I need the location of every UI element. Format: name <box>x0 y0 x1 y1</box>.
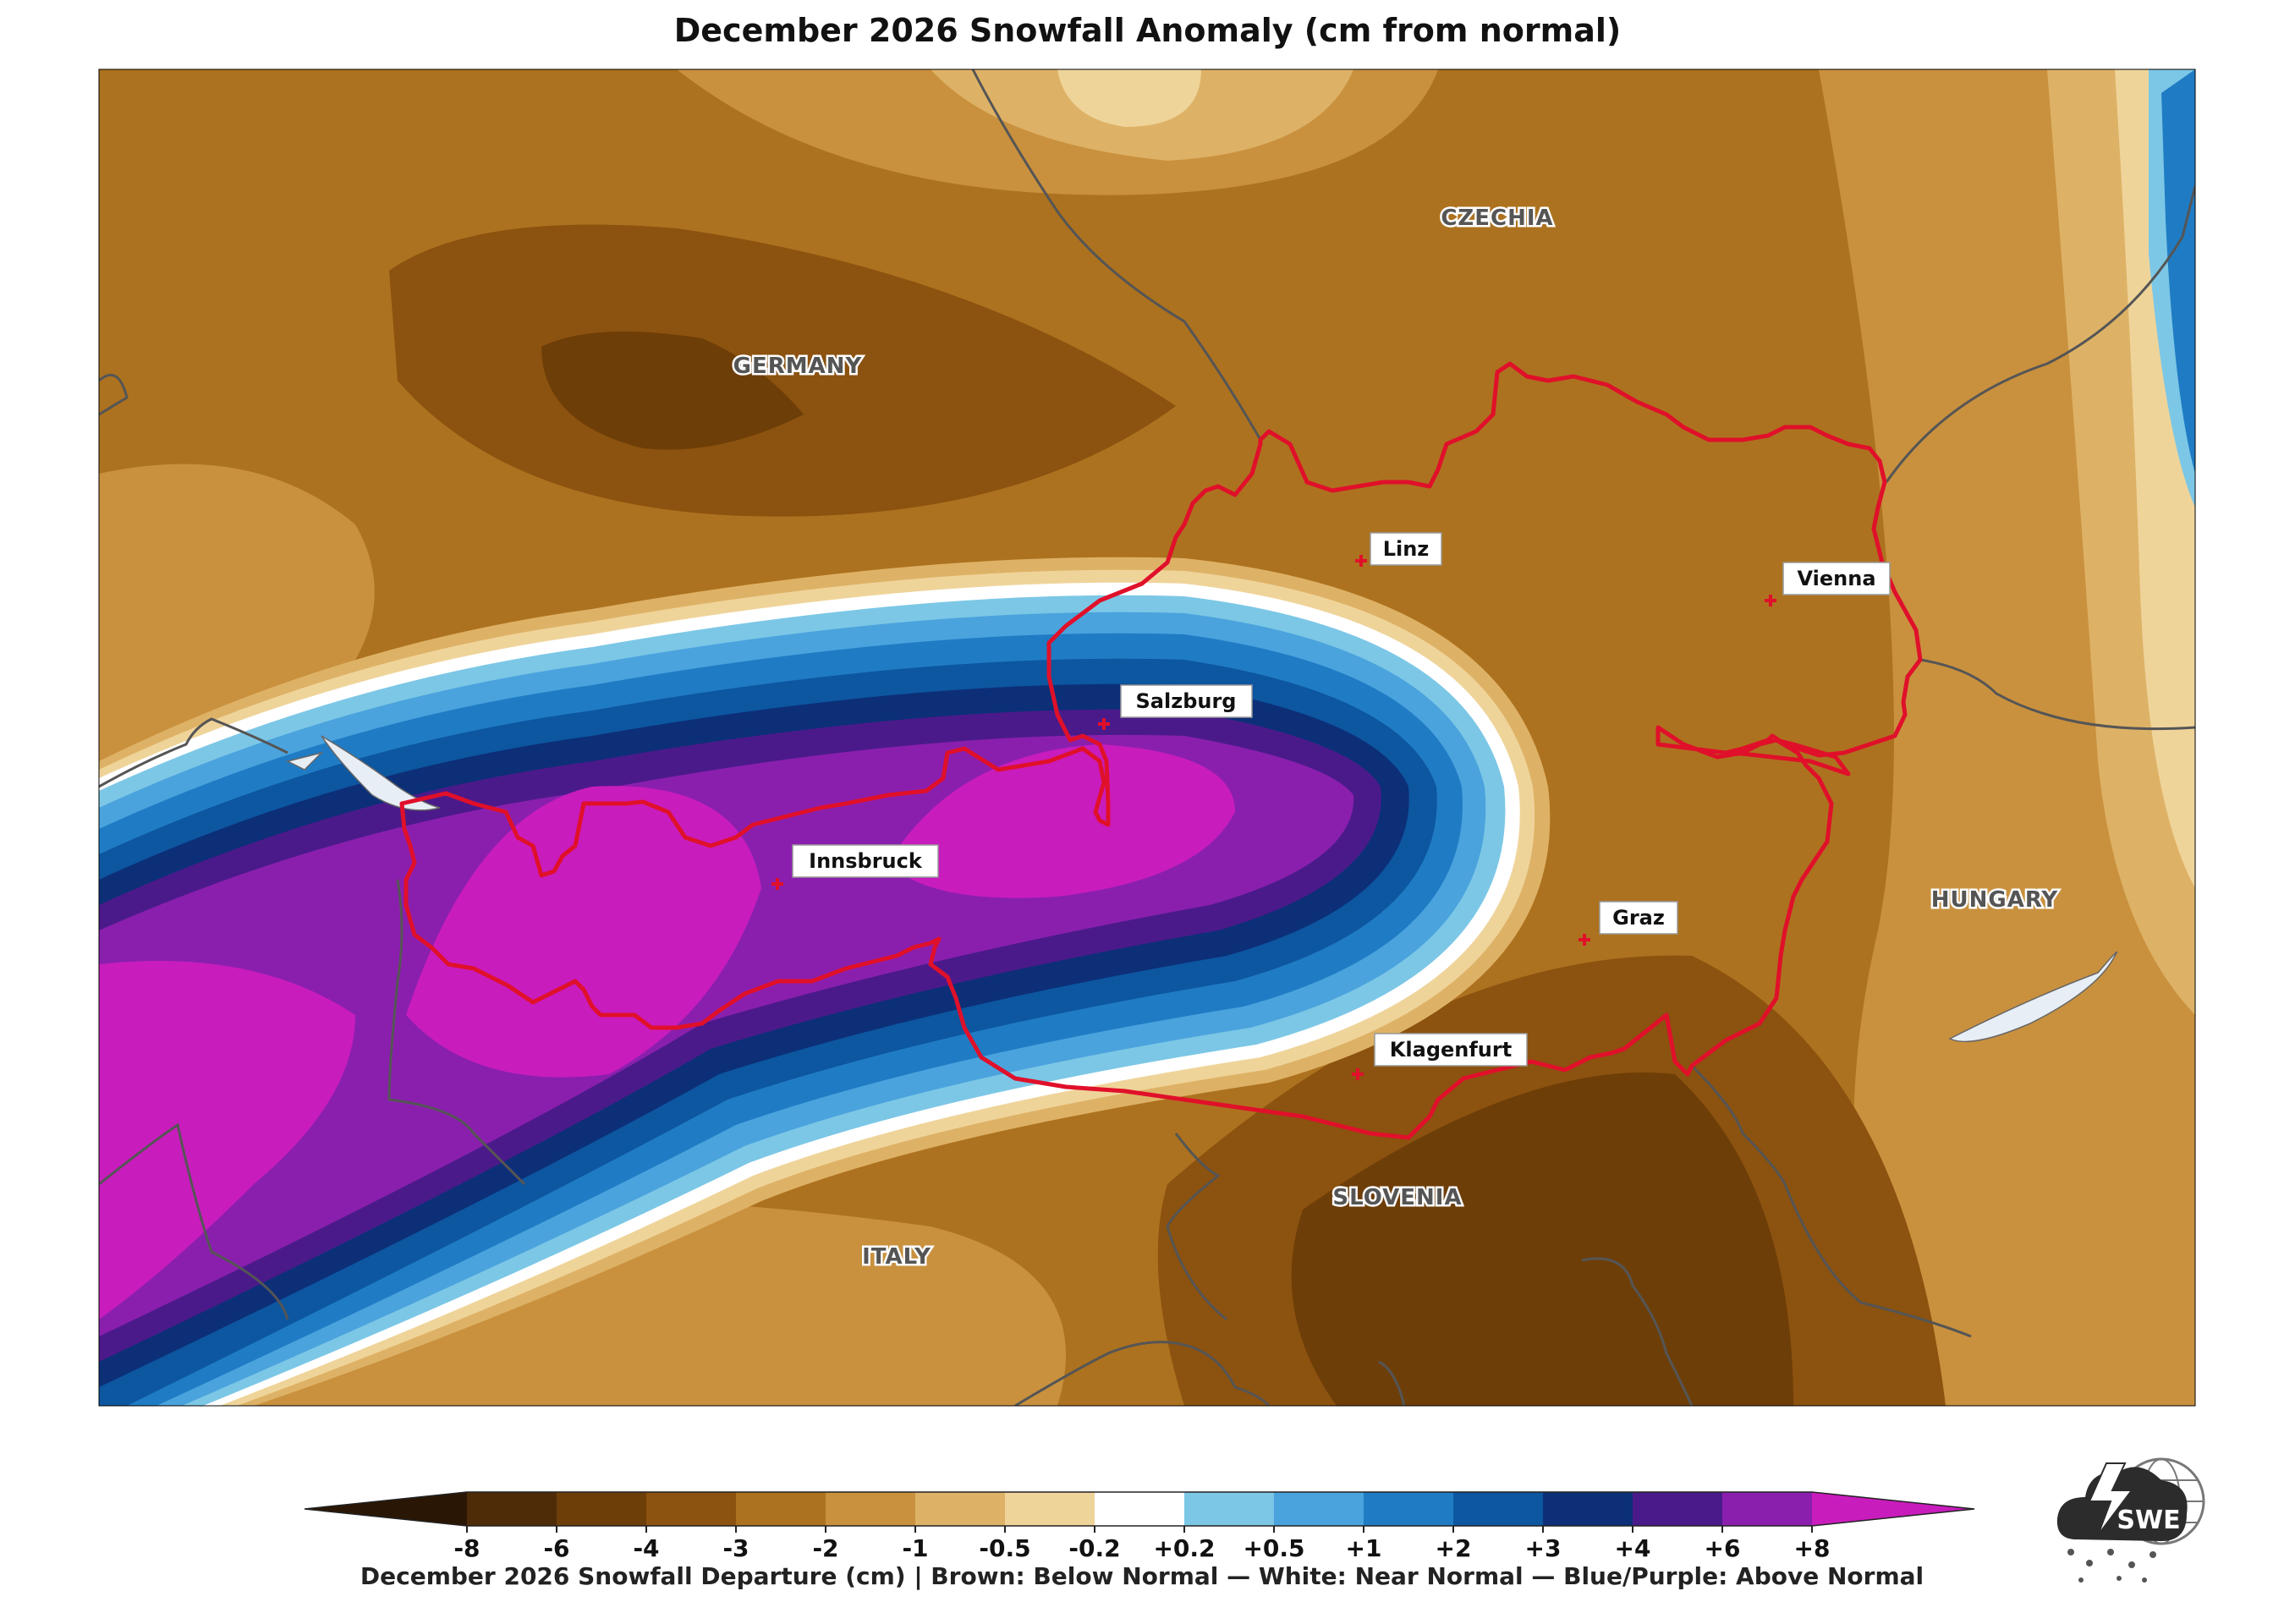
colorbar-segment <box>826 1492 915 1526</box>
city-marker-icon <box>1578 934 1590 946</box>
city-label-linz: Linz <box>1383 537 1430 561</box>
contour-plus-eight-west <box>99 961 355 1320</box>
city-marker-icon <box>1098 718 1110 730</box>
colorbar-tick-label: +4 <box>1615 1534 1651 1562</box>
border-italy-slovenia <box>1166 1133 1227 1321</box>
city-label-graz: Graz <box>1612 906 1665 930</box>
colorbar-segment <box>736 1492 826 1526</box>
city-marker-icon <box>1765 595 1776 606</box>
colorbar-tick-label: +6 <box>1705 1534 1741 1562</box>
colorbar-segment <box>557 1492 646 1526</box>
contour-north-lightest <box>1057 69 1201 127</box>
colorbar-tick-label: -6 <box>543 1534 569 1562</box>
city-vienna: Vienna <box>1765 562 1891 606</box>
snowflake-dots-icon <box>2067 1549 2156 1583</box>
colorbar-segment <box>915 1492 1005 1526</box>
city-linz: Linz <box>1355 532 1442 567</box>
city-markers: Linz Vienna Salzburg Innsbruck Graz Klag… <box>771 532 1891 1080</box>
colorbar-segment <box>1095 1492 1184 1526</box>
colorbar-segment <box>1543 1492 1633 1526</box>
colorbar-arrow-max <box>1812 1492 1974 1526</box>
lake-balaton-icon <box>1948 951 2118 1043</box>
city-label-box <box>1120 684 1253 718</box>
city-label-box <box>1370 532 1442 566</box>
austria-border <box>399 361 1923 1140</box>
city-salzburg: Salzburg <box>1098 684 1253 730</box>
colorbar-tick-label: -3 <box>722 1534 749 1562</box>
border-hungary-slovakia <box>1919 658 2195 731</box>
colorbar-segment <box>1274 1492 1364 1526</box>
map-title: December 2026 Snowfall Anomaly (cm from … <box>673 12 1622 49</box>
city-label-salzburg: Salzburg <box>1136 689 1237 713</box>
colorbar-segment <box>1453 1492 1543 1526</box>
contour-plus-eight-tyrol <box>406 786 761 1078</box>
colorbar-tick-label: +2 <box>1436 1534 1472 1562</box>
contour-germany-core <box>541 332 804 450</box>
lightning-icon <box>2088 1462 2134 1536</box>
city-innsbruck: Innsbruck <box>771 844 939 890</box>
lake-constance-icon <box>285 735 441 811</box>
colorbar-caption: December 2026 Snowfall Departure (cm) | … <box>360 1562 1924 1590</box>
city-marker-icon <box>1355 555 1367 567</box>
colorbar-segment <box>1633 1492 1722 1526</box>
city-label-box <box>792 844 939 878</box>
country-label-hungary: HUNGARY <box>1931 887 2059 913</box>
contour-slovenia-core <box>1291 1073 1793 1406</box>
colorbar-tick-label: -1 <box>902 1534 928 1562</box>
logo-text: SWE <box>2117 1506 2180 1535</box>
colorbar-segment <box>1364 1492 1453 1526</box>
city-label-innsbruck: Innsbruck <box>809 849 923 873</box>
colorbar-segment <box>1184 1492 1274 1526</box>
country-label-slovenia: SLOVENIA <box>1332 1185 1462 1210</box>
country-label-czechia: CZECHIA <box>1441 206 1553 231</box>
city-label-klagenfurt: Klagenfurt <box>1390 1038 1512 1062</box>
contour-germany-low <box>389 224 1176 517</box>
colorbar-tick-label: -0.5 <box>979 1534 1030 1562</box>
city-klagenfurt: Klagenfurt <box>1352 1033 1528 1080</box>
colorbar: -8 -6 -4 -3 -2 -1 -0.5 -0.2 +0.2 +0.5 +1 +2 +3 +4 +6 +8 <box>304 1491 1975 1562</box>
border-slovenia-croatia <box>1690 1064 1972 1338</box>
city-graz: Graz <box>1578 901 1678 946</box>
colorbar-arrow-min <box>305 1492 467 1526</box>
border-germany-switzerland <box>99 717 288 788</box>
colorbar-tick-label: +0.5 <box>1243 1534 1304 1562</box>
city-marker-icon <box>771 878 783 890</box>
colorbar-tick-label: -4 <box>633 1534 659 1562</box>
city-label-box <box>1599 901 1678 935</box>
colorbar-tick-label: +8 <box>1794 1534 1831 1562</box>
colorbar-segment <box>646 1492 736 1526</box>
city-label-vienna: Vienna <box>1797 567 1875 590</box>
colorbar-tick-label: -8 <box>453 1534 480 1562</box>
anomaly-contours <box>99 69 2195 1406</box>
map-frame <box>98 69 2196 1407</box>
country-label-germany: GERMANY <box>733 354 863 379</box>
colorbar-tick-label: -0.2 <box>1068 1534 1120 1562</box>
city-marker-icon <box>1352 1068 1364 1080</box>
colorbar-tick-label: -2 <box>812 1534 838 1562</box>
border-switzerland-italy <box>387 879 526 1186</box>
colorbar-tick-label: +1 <box>1346 1534 1382 1562</box>
border-croatia-coast <box>1378 1360 1406 1406</box>
country-labels: GERMANY CZECHIA HUNGARY SLOVENIA ITALY <box>731 204 2060 1272</box>
contour-plus-eight-salzburg <box>888 744 1235 898</box>
contour-east-blue-core <box>2161 69 2195 474</box>
border-istria <box>1014 1341 1271 1406</box>
colorbar-tick-label: +0.2 <box>1153 1534 1215 1562</box>
swe-logo: SWE <box>2056 1457 2205 1583</box>
border-slovakia-czechia <box>1885 185 2195 483</box>
country-label-italy: ITALY <box>862 1244 931 1270</box>
country-borders <box>99 69 2195 1406</box>
border-france-germany <box>99 373 129 416</box>
colorbar-segment <box>1005 1492 1095 1526</box>
colorbar-segment <box>1722 1492 1812 1526</box>
border-croatia-south <box>1581 1257 1694 1406</box>
city-label-box <box>1374 1033 1528 1067</box>
colorbar-tick-label: +3 <box>1525 1534 1562 1562</box>
city-label-box <box>1782 562 1891 595</box>
colorbar-segment <box>467 1492 557 1526</box>
border-italy-west <box>99 1122 289 1320</box>
border-germany-czechia <box>971 69 1262 441</box>
